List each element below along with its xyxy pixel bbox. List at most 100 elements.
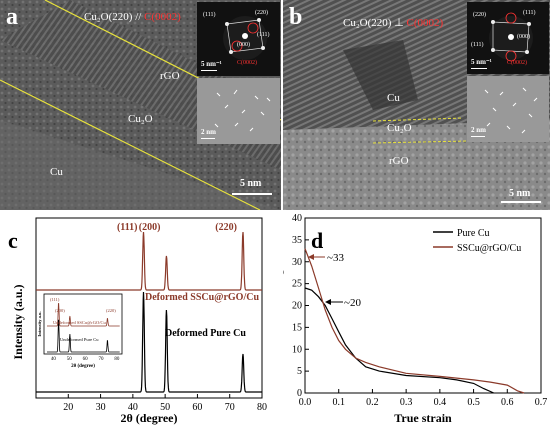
label-cu2o: Cu₂O [387,122,412,134]
panel-c-letter: c [8,228,18,253]
ifft-scale: 2 nm [471,126,486,134]
inset-peak-111: (111) [50,297,60,302]
series-label-sscu-rgo-cu: Deformed SSCu@rGO/Cu [145,292,259,303]
harding-rate-chart: d 0.0 0.1 0.2 0.3 0.4 0.5 0.6 0.7 0 5 10 15 20 25 30 3… [283,213,547,425]
series-pure-cu-line [36,291,262,393]
orientation-text: Cu₂O(220) // [84,11,145,23]
y-tick-label: 15 [292,322,302,333]
panel-d-letter: d [311,228,323,253]
x-tick-label: 20 [63,402,73,413]
x-tick-label: 30 [96,402,106,413]
inset-y-axis-label: Intensity a.u. [37,311,42,336]
panel-b-scale-bar [501,201,541,203]
x-tick-label: 0.2 [366,397,379,408]
peak-label: (111) [117,222,138,233]
x-tick-label: 80 [257,402,267,413]
inset-x-tick-label: 40 [51,357,57,362]
y-ticks: 0 5 10 15 20 25 30 35 40 [292,213,309,399]
y-tick-label: 40 [292,213,302,224]
legend-label-sscu-rgo-cu: SSCu@rGO/Cu [457,243,521,254]
ifft-scale-bar [471,136,485,137]
orientation-red-text: C(0002) [144,11,181,23]
fft-spot-5: C(0002) [507,60,527,66]
inset-x-ticks: 40 50 60 70 80 [51,357,120,362]
fft-spot-2: (220) [255,10,268,16]
annotation-20: ~20 [325,297,361,309]
x-ticks: 20 30 40 50 60 70 80 [63,394,267,413]
fft-spot-5: C(0002) [237,60,257,66]
panel-b-scale: 5 nm [509,188,531,199]
legend: Pure Cu SSCu@rGO/Cu [433,228,521,254]
annotation-text: ~33 [327,252,344,264]
inset-x-tick-label: 70 [98,357,104,362]
label-cu: Cu [50,166,63,178]
y-axis-label: Normalized harding rate [283,248,284,365]
series-pure-cu-line [304,287,495,394]
interface-line-bottom [0,79,261,210]
fft-scale-bar [471,68,487,69]
peak-label: (200) [139,222,161,233]
annotation-33: ~33 [308,252,344,264]
ifft-scale: 2 nm [201,128,216,136]
fft-spot-2: (111) [523,10,536,16]
panel-a-scale-bar [232,193,272,195]
inset-x-tick-label: 50 [67,357,73,362]
xrd-chart: c 20 30 40 50 60 70 80 2θ (degree) Intensity (… [8,217,267,425]
label-rgo: rGO [389,155,409,167]
orientation-red-text: C(0002) [406,17,444,29]
x-tick-label: 0.3 [400,397,413,408]
fft-spot-3: (111) [257,32,270,38]
fft-pattern [223,16,267,60]
orientation-text: Cu₂O(220) ⊥ [343,17,407,29]
y-axis-label: Intensity (a.u.) [11,284,25,359]
y-tick-label: 10 [292,344,302,355]
panel-a-letter: a [6,4,18,30]
interface-line-bottom [372,140,469,144]
inset-x-tick-label: 80 [114,357,120,362]
inset-series-undeformed-pure-cu [47,319,120,353]
fft-spot-1: (111) [203,12,216,18]
panel-b-letter: b [289,4,303,30]
x-tick-label: 70 [225,402,235,413]
panel-a-orientation: Cu₂O(220) // C(0002) [84,11,181,23]
x-tick-label: 50 [160,402,170,413]
fft-inset-a: (111) (220) (111) (000) C(0002) 5 nm⁻¹ [197,2,280,76]
fft-spot-4: (000) [237,42,250,48]
ifft-scale-bar [201,138,215,139]
panel-d: d 0.0 0.1 0.2 0.3 0.4 0.5 0.6 0.7 0 5 10 15 20 25 30 3… [283,212,550,427]
x-tick-label: 0.1 [332,397,345,408]
series-sscu-rgo-cu-line [304,248,525,394]
label-rgo: rGO [160,70,180,82]
fft-spot-1: (220) [473,12,486,18]
ifft-pattern [484,87,538,134]
inset-x-tick-label: 60 [83,357,89,362]
x-tick-label: 0.5 [467,397,480,408]
ifft-inset-b: 2 nm [467,76,549,142]
panel-c: c 20 30 40 50 60 70 80 2θ (degree) Intensity (… [0,212,281,427]
fft-spot-4: (111) [471,42,484,48]
y-tick-label: 20 [292,301,302,312]
y-tick-label: 5 [297,366,302,377]
x-ticks: 0.0 0.1 0.2 0.3 0.4 0.5 0.6 0.7 [299,389,547,408]
x-axis-label: 2θ (degree) [120,411,177,425]
panel-a-scale: 5 nm [240,178,262,189]
x-axis-label: True strain [394,411,452,425]
legend-label-pure-cu: Pure Cu [457,228,490,239]
fft-inset-b: (220) (111) (000) (111) C(0002) 5 nm⁻¹ [467,2,549,74]
inset-series-undeformed-sscu [47,303,120,327]
x-tick-label: 0.4 [434,397,447,408]
panel-b-orientation: Cu₂O(220) ⊥ C(0002) [343,16,443,29]
y-tick-label: 35 [292,235,302,246]
x-tick-label: 0.0 [299,397,312,408]
plot-frame [35,217,263,399]
series-label-pure-cu: Deformed Pure Cu [165,328,246,339]
x-tick-label: 0.6 [501,397,514,408]
x-tick-label: 60 [192,402,202,413]
peak-label: (220) [215,222,237,233]
inset-label-undeformed-pure-cu: Undeformed Pure Cu [60,337,99,342]
fft-scale: 5 nm⁻¹ [471,58,492,66]
panel-b: b Cu₂O(220) ⊥ C(0002) Cu Cu₂O rGO (220) … [283,0,550,210]
y-tick-label: 0 [297,388,302,399]
peak-labels: (111) (200) (220) [117,222,237,233]
label-cu2o: Cu₂O [128,113,153,125]
